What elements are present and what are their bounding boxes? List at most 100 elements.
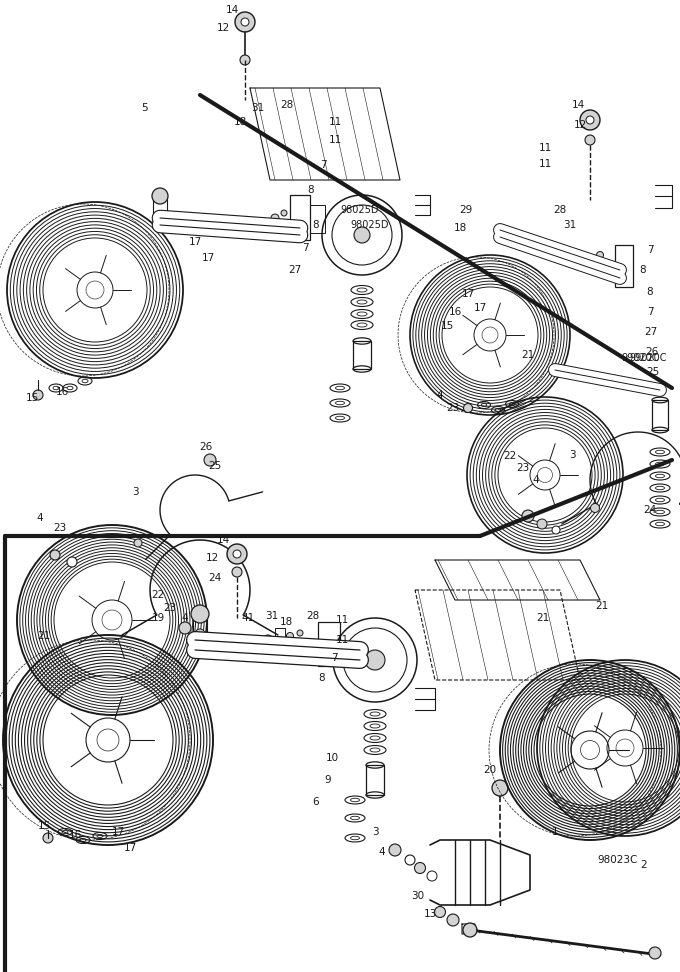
Text: 4: 4 <box>437 390 443 400</box>
Text: 28: 28 <box>307 611 320 621</box>
Bar <box>353 341 371 369</box>
Text: 99020C: 99020C <box>629 353 667 363</box>
Text: 4: 4 <box>532 475 539 485</box>
Text: 7: 7 <box>320 160 326 170</box>
Text: 17: 17 <box>188 237 202 247</box>
Text: 13: 13 <box>424 909 437 919</box>
Bar <box>652 400 668 430</box>
Text: 20: 20 <box>483 765 496 775</box>
Text: 26: 26 <box>645 347 659 357</box>
Text: 12: 12 <box>216 23 230 33</box>
Circle shape <box>447 914 459 926</box>
Text: 98025D: 98025D <box>341 205 379 215</box>
Text: 26: 26 <box>199 442 213 452</box>
Text: 19: 19 <box>152 613 165 623</box>
Bar <box>615 245 633 287</box>
Text: 21: 21 <box>522 350 534 360</box>
Text: 12: 12 <box>573 120 587 130</box>
Circle shape <box>649 947 661 959</box>
Circle shape <box>281 210 287 216</box>
Circle shape <box>492 780 508 796</box>
Circle shape <box>365 650 385 670</box>
Text: 11: 11 <box>539 159 551 169</box>
Text: 21: 21 <box>37 631 50 641</box>
Text: 7: 7 <box>647 245 653 255</box>
Text: 7: 7 <box>302 243 308 253</box>
Text: 24: 24 <box>208 573 222 583</box>
Text: 31: 31 <box>252 103 265 113</box>
Text: 15: 15 <box>25 393 39 403</box>
Text: 11: 11 <box>328 135 341 145</box>
Circle shape <box>494 784 506 796</box>
Text: 99020C: 99020C <box>622 353 659 363</box>
Text: 23: 23 <box>446 403 460 413</box>
Text: 22: 22 <box>503 451 517 461</box>
Circle shape <box>134 539 142 547</box>
Circle shape <box>271 214 279 222</box>
Circle shape <box>33 390 43 400</box>
Bar <box>193 617 207 639</box>
Circle shape <box>590 503 600 512</box>
Text: 4: 4 <box>182 613 188 623</box>
Bar <box>275 628 285 642</box>
Text: 2: 2 <box>641 860 647 870</box>
Bar <box>290 195 310 240</box>
Text: 18: 18 <box>454 223 466 233</box>
Text: 12: 12 <box>205 553 219 563</box>
Text: 8: 8 <box>307 185 314 195</box>
Text: 22: 22 <box>152 590 165 600</box>
Text: 4: 4 <box>379 847 386 857</box>
Circle shape <box>232 567 242 577</box>
Text: 1: 1 <box>551 827 558 837</box>
Text: 98023C: 98023C <box>598 855 639 865</box>
Text: 14: 14 <box>571 100 585 110</box>
Text: 15: 15 <box>441 321 454 331</box>
Circle shape <box>427 871 437 881</box>
Text: 7: 7 <box>647 307 653 317</box>
Circle shape <box>354 227 370 243</box>
Text: 98025D: 98025D <box>351 220 389 230</box>
Circle shape <box>586 116 594 124</box>
Circle shape <box>152 188 168 204</box>
Circle shape <box>589 260 595 266</box>
Text: 27: 27 <box>288 265 302 275</box>
Circle shape <box>209 634 217 642</box>
Circle shape <box>191 605 209 623</box>
Text: 17: 17 <box>201 253 215 263</box>
Text: 31: 31 <box>563 220 577 230</box>
Text: 16: 16 <box>69 830 82 840</box>
Circle shape <box>580 110 600 130</box>
Text: 31: 31 <box>265 611 279 621</box>
Circle shape <box>585 135 595 145</box>
Text: 6: 6 <box>313 797 320 807</box>
Circle shape <box>179 622 191 634</box>
Text: 9: 9 <box>324 775 331 785</box>
Text: 17: 17 <box>473 303 487 313</box>
Text: 30: 30 <box>411 891 424 901</box>
Text: 18: 18 <box>233 117 247 127</box>
Text: 24: 24 <box>643 505 657 515</box>
Text: 23: 23 <box>163 603 177 613</box>
Text: 11: 11 <box>335 635 349 645</box>
Text: 17: 17 <box>112 827 124 837</box>
Text: 16: 16 <box>55 387 69 397</box>
Circle shape <box>204 454 216 466</box>
Text: 11: 11 <box>328 117 341 127</box>
Text: 27: 27 <box>645 327 658 337</box>
Circle shape <box>235 12 255 32</box>
Text: 21: 21 <box>596 601 609 611</box>
Text: 11: 11 <box>335 615 349 625</box>
Text: 25: 25 <box>647 367 660 377</box>
Text: 25: 25 <box>208 461 222 471</box>
Circle shape <box>227 544 247 564</box>
Text: 18: 18 <box>279 617 292 627</box>
Text: 17: 17 <box>461 289 475 299</box>
Circle shape <box>537 519 547 529</box>
Text: 41: 41 <box>241 613 254 623</box>
Bar <box>318 622 340 666</box>
Bar <box>310 205 325 233</box>
Text: 8: 8 <box>319 673 325 683</box>
Circle shape <box>286 633 294 640</box>
Text: 11: 11 <box>539 143 551 153</box>
Text: 5: 5 <box>141 103 148 113</box>
